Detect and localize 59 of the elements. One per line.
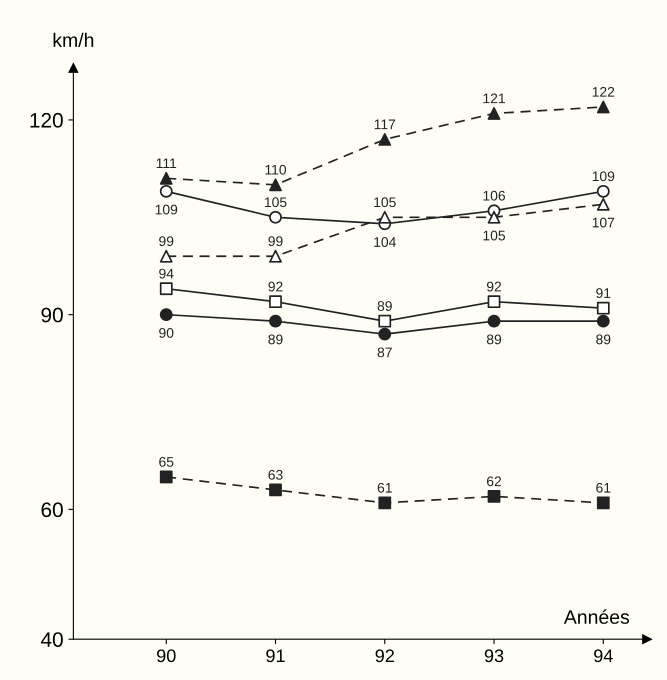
data-label: 111 (156, 158, 176, 168)
x-tick-label: 91 (266, 649, 285, 662)
data-label: 92 (486, 282, 502, 292)
data-label: 106 (484, 190, 505, 201)
data-label: 62 (487, 476, 502, 486)
data-label: 89 (596, 334, 610, 344)
x-axis-title: Années (564, 609, 630, 624)
point (160, 172, 173, 185)
point (488, 295, 500, 308)
y-tick-label: 90 (41, 308, 63, 322)
y-tick-label: 60 (42, 502, 63, 518)
data-label: 92 (268, 282, 283, 292)
point (160, 470, 173, 484)
data-label: 89 (486, 334, 502, 344)
point (160, 250, 173, 263)
point (269, 484, 282, 496)
data-label: 89 (378, 301, 392, 311)
data-label: 99 (159, 236, 174, 246)
data-label: 90 (159, 328, 174, 338)
point (596, 198, 610, 211)
data-label: 122 (592, 86, 614, 97)
data-label: 105 (484, 230, 506, 240)
y-tick-label: 40 (40, 632, 63, 647)
point (160, 282, 173, 296)
data-label: 105 (374, 197, 396, 208)
x-tick-label: 93 (484, 649, 504, 662)
data-label: 63 (268, 470, 283, 480)
data-label: 117 (374, 120, 396, 130)
point (378, 496, 392, 510)
point (488, 490, 500, 503)
data-label: 91 (596, 288, 610, 298)
point (269, 295, 282, 308)
data-label: 89 (268, 334, 283, 344)
point (378, 314, 392, 328)
data-label: 104 (374, 237, 396, 247)
point (488, 107, 500, 120)
point (378, 133, 392, 146)
point (596, 496, 610, 510)
data-label: 109 (156, 204, 178, 214)
x-tick-label: 92 (376, 649, 394, 662)
data-label: 105 (264, 197, 287, 208)
data-label: 61 (378, 482, 392, 493)
x-tick-label: 90 (157, 649, 176, 662)
data-label: 65 (159, 456, 174, 467)
data-label: 107 (592, 218, 614, 228)
x-tick-label: 94 (594, 649, 613, 662)
data-label: 110 (265, 164, 286, 175)
point (596, 302, 610, 315)
y-axis-title: km/h (54, 32, 94, 48)
data-label: 121 (484, 93, 505, 104)
data-label: 87 (378, 347, 392, 358)
data-label: 94 (159, 268, 174, 279)
data-label: 61 (596, 482, 610, 493)
data-label: 99 (268, 236, 283, 246)
point (596, 100, 610, 114)
point (269, 250, 282, 263)
data-label: 109 (592, 171, 614, 182)
point (269, 178, 282, 192)
y-tick-label: 120 (30, 112, 63, 128)
